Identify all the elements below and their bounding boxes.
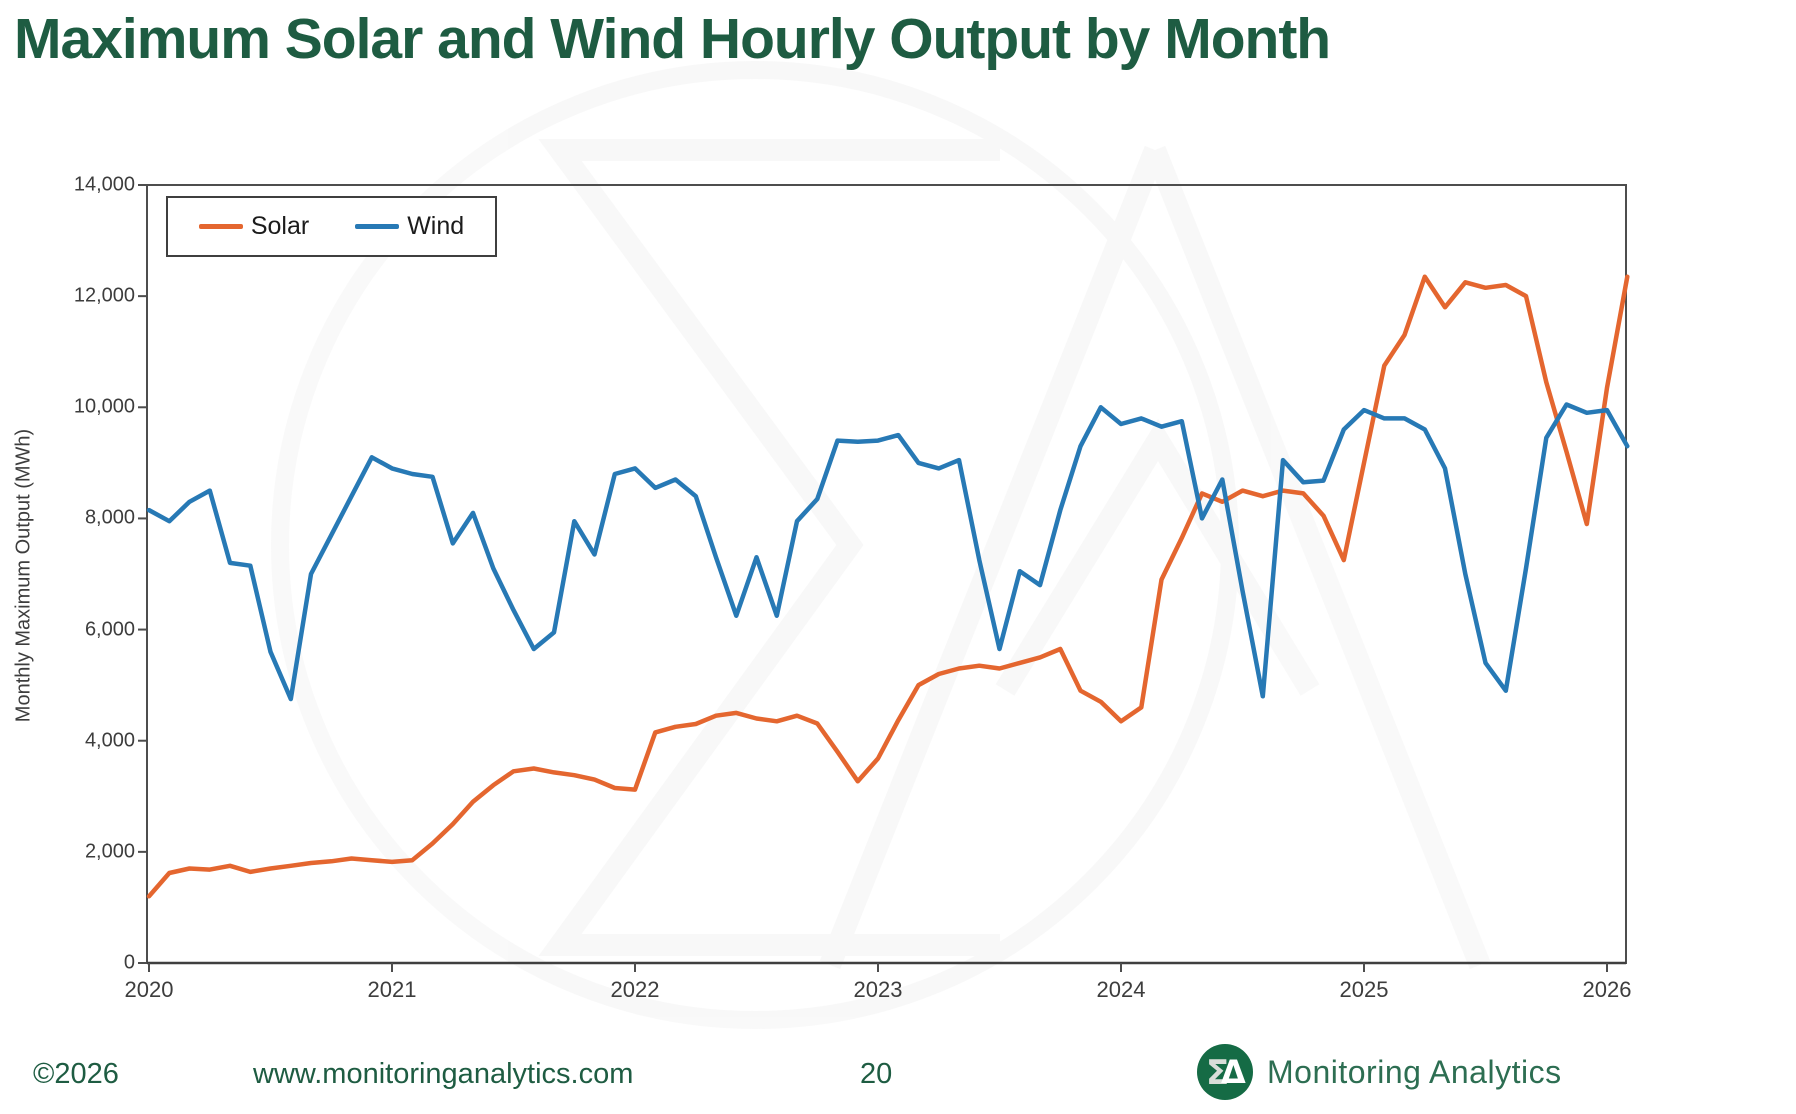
x-tick-label: 2024 [1096, 977, 1146, 1002]
y-tick-label: 10,000 [73, 395, 135, 418]
legend-item-wind: Wind [355, 212, 464, 241]
x-tick-label: 2022 [610, 977, 660, 1002]
y-tick-label: 8,000 [84, 506, 135, 529]
y-tick-label: 14,000 [73, 173, 135, 196]
footer: ©2026 www.monitoringanalytics.com 20 Σ Δ… [0, 1040, 1796, 1114]
y-tick-label: 2,000 [84, 840, 135, 863]
svg-text:Σ: Σ [1206, 1053, 1229, 1093]
footer-website-url: www.monitoringanalytics.com [253, 1058, 634, 1090]
y-tick-label: 0 [123, 951, 135, 974]
x-tick-label: 2020 [124, 977, 174, 1002]
x-tick-label: 2026 [1582, 977, 1632, 1002]
y-axis-title: Monthly Maximum Output (MWh) [12, 428, 35, 723]
wind-line [146, 402, 1630, 702]
footer-copyright: ©2026 [33, 1058, 119, 1090]
solar-line-swatch-icon [198, 224, 243, 229]
plot-frame [146, 184, 1627, 964]
chart-legend: Solar Wind [166, 196, 497, 257]
brand-lockup: Σ Δ Monitoring Analytics [1195, 1040, 1562, 1104]
legend-item-solar: Solar [198, 212, 310, 241]
solar-line [146, 274, 1630, 899]
y-tick-label: 12,000 [73, 284, 135, 307]
svg-text:Δ: Δ [1221, 1053, 1246, 1091]
brand-name: Monitoring Analytics [1267, 1053, 1562, 1090]
y-tick-label: 6,000 [84, 618, 135, 641]
legend-label-solar: Solar [250, 212, 310, 240]
y-tick-label: 4,000 [84, 729, 135, 752]
x-tick-label: 2025 [1339, 977, 1389, 1002]
sigma-delta-circle-icon: Σ Δ [1197, 1044, 1253, 1100]
x-tick-label: 2023 [853, 977, 903, 1002]
footer-page-number: 20 [860, 1058, 893, 1090]
wind-line-swatch-icon [355, 224, 400, 229]
x-tick-label: 2021 [367, 977, 417, 1002]
page-title: Maximum Solar and Wind Hourly Output by … [14, 7, 1331, 71]
legend-label-wind: Wind [407, 212, 465, 240]
